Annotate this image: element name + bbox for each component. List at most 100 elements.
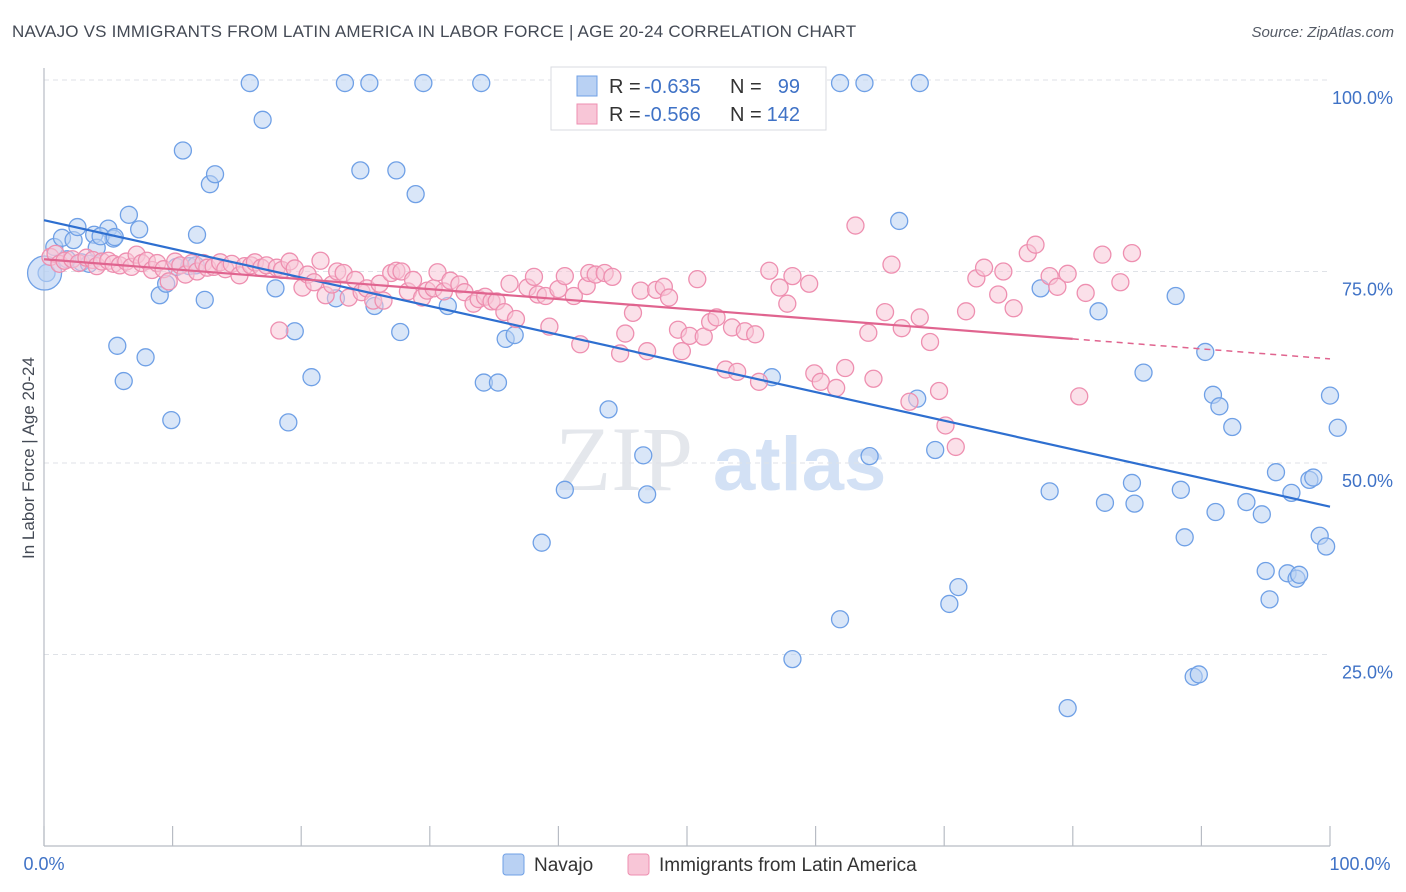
navajo-point-53 <box>599 400 618 419</box>
latin-america-point-128 <box>882 255 901 274</box>
legend-label-latin-america: Immigrants from Latin America <box>659 855 917 876</box>
latin-america-point-143 <box>1026 235 1045 254</box>
navajo-point-76 <box>1125 494 1144 513</box>
legend-swatch-navajo <box>502 853 525 876</box>
navajo-point-43 <box>406 184 425 204</box>
navajo-point-18 <box>136 348 155 367</box>
navajo-point-26 <box>187 225 207 244</box>
latin-america-point-47 <box>311 251 330 270</box>
stats-legend-n-label-latin-america: N = <box>730 104 762 126</box>
navajo-point-39 <box>360 73 379 93</box>
navajo-point-73 <box>1089 302 1108 321</box>
latin-america-trend-line <box>43 258 1073 341</box>
latin-america-point-118 <box>783 266 802 286</box>
latin-america-points <box>41 216 1142 457</box>
latin-america-point-86 <box>555 266 574 286</box>
x-ticks <box>43 826 1331 846</box>
source-label: Source: ZipAtlas.com <box>1251 24 1394 41</box>
navajo-point-77 <box>1134 363 1153 382</box>
navajo-point-98 <box>1304 468 1323 487</box>
navajo-point-89 <box>1252 505 1271 524</box>
stats-legend-swatch-latin-america <box>576 103 598 125</box>
navajo-point-101 <box>1320 386 1340 405</box>
trend-lines <box>43 219 1331 508</box>
latin-america-point-122 <box>827 378 846 398</box>
latin-america-point-93 <box>603 267 622 287</box>
latin-america-point-151 <box>1122 243 1142 263</box>
x-tick-label-min: 0.0% <box>23 854 64 874</box>
navajo-point-102 <box>1328 418 1347 437</box>
y-tick-label-25: 25.0% <box>1342 663 1393 683</box>
navajo-point-61 <box>830 73 850 93</box>
latin-america-point-115 <box>760 261 779 280</box>
y-tick-label-50: 50.0% <box>1342 471 1393 491</box>
navajo-point-54 <box>634 446 653 465</box>
navajo-point-87 <box>1223 417 1242 437</box>
navajo-point-50 <box>505 325 524 345</box>
latin-america-point-81 <box>524 267 544 287</box>
navajo-point-42 <box>391 322 410 342</box>
latin-america-point-123 <box>836 358 855 378</box>
navajo-points <box>26 73 1347 718</box>
latin-america-point-130 <box>900 392 919 411</box>
navajo-point-27 <box>195 290 214 309</box>
navajo-point-71 <box>1040 482 1059 501</box>
latin-america-point-141 <box>1004 299 1023 318</box>
latin-america-point-21 <box>159 272 178 291</box>
watermark: ZIP atlas <box>555 408 886 510</box>
stats-legend-r-label-navajo: R = <box>609 76 641 98</box>
navajo-point-35 <box>302 368 321 387</box>
latin-america-point-138 <box>974 258 994 277</box>
navajo-point-66 <box>910 73 929 93</box>
navajo-point-51 <box>532 533 551 552</box>
latin-america-point-146 <box>1058 264 1077 283</box>
latin-america-point-127 <box>875 302 895 322</box>
latin-america-point-139 <box>989 285 1008 304</box>
navajo-point-44 <box>414 73 433 93</box>
navajo-point-83 <box>1196 342 1215 362</box>
latin-america-point-79 <box>506 309 526 329</box>
navajo-point-75 <box>1122 473 1142 493</box>
navajo-point-86 <box>1210 397 1229 416</box>
navajo-point-48 <box>488 373 508 392</box>
navajo-point-63 <box>860 446 879 466</box>
navajo-point-31 <box>253 110 272 129</box>
navajo-point-52 <box>555 480 574 499</box>
latin-america-point-129 <box>892 319 911 338</box>
navajo-point-74 <box>1095 493 1115 512</box>
stats-legend-n-navajo: 99 <box>778 76 800 98</box>
navajo-point-58 <box>783 649 802 669</box>
navajo-point-17 <box>114 371 133 391</box>
latin-america-point-149 <box>1093 245 1112 264</box>
y-tick-label-75: 75.0% <box>1342 280 1393 300</box>
stats-legend-r-latin-america: -0.566 <box>644 104 701 126</box>
latin-america-point-108 <box>707 308 726 327</box>
latin-america-point-125 <box>859 323 878 342</box>
navajo-point-38 <box>351 161 370 180</box>
navajo-point-69 <box>949 577 968 597</box>
latin-america-point-124 <box>846 216 865 235</box>
latin-america-point-97 <box>631 281 650 300</box>
latin-america-point-41 <box>270 321 289 340</box>
latin-america-point-121 <box>811 372 830 391</box>
latin-america-point-119 <box>800 274 819 293</box>
latin-america-point-67 <box>428 263 447 282</box>
latin-america-point-113 <box>746 325 765 344</box>
x-tick-labels: 0.0% 100.0% <box>23 854 1390 874</box>
navajo-point-16 <box>108 336 127 355</box>
navajo-point-90 <box>1256 561 1275 581</box>
latin-america-point-103 <box>672 342 692 361</box>
watermark-atlas: atlas <box>713 422 886 507</box>
navajo-point-23 <box>173 141 193 160</box>
navajo-point-100 <box>1316 537 1336 556</box>
navajo-point-72 <box>1058 698 1077 718</box>
navajo-point-85 <box>1206 502 1225 522</box>
latin-america-point-135 <box>946 437 965 457</box>
navajo-point-79 <box>1171 480 1190 499</box>
stats-legend-swatch-navajo <box>576 75 598 97</box>
latin-america-point-101 <box>659 288 679 307</box>
latin-america-point-147 <box>1070 387 1089 406</box>
navajo-point-37 <box>335 73 355 93</box>
latin-america-point-133 <box>929 381 949 401</box>
